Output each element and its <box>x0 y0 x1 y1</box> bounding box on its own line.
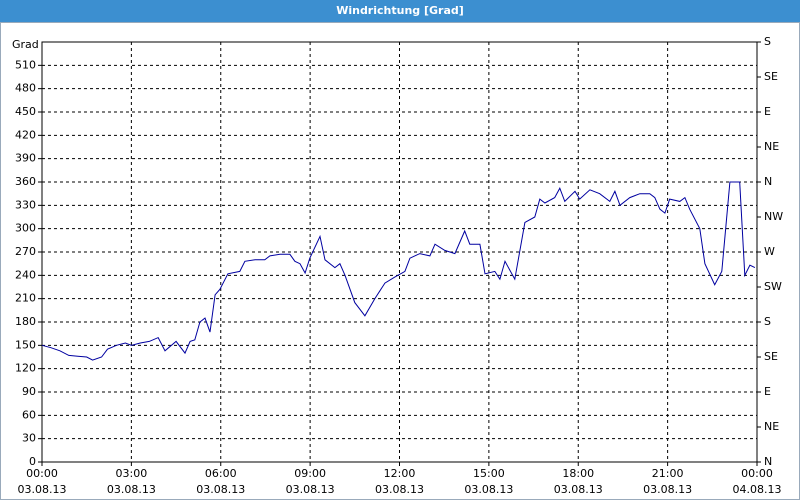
plot-frame <box>41 41 758 463</box>
y-tick-label: 480 <box>15 82 36 95</box>
y2-tick-label: NE <box>764 140 779 153</box>
x-tick-label: 09:00 <box>294 467 326 480</box>
y2-tick-label: N <box>764 455 772 468</box>
x-tick-label: 03.08.13 <box>107 483 156 496</box>
y-tick-label: 390 <box>15 152 36 165</box>
y2-tick-label: S <box>764 315 771 328</box>
y2-tick-label: W <box>764 245 775 258</box>
x-tick-label: 21:00 <box>652 467 684 480</box>
y2-tick-label: NW <box>764 210 783 223</box>
y2-tick-label: SE <box>764 70 778 83</box>
x-tick-label: 15:00 <box>473 467 505 480</box>
y-tick-label: 300 <box>15 222 36 235</box>
y-tick-label: 270 <box>15 245 36 258</box>
chart-title: Windrichtung [Grad] <box>336 4 464 17</box>
y-tick-label: 330 <box>15 198 36 211</box>
x-tick-label: 03.08.13 <box>286 483 335 496</box>
y2-tick-label: SW <box>764 280 782 293</box>
x-tick-label: 03.08.13 <box>464 483 513 496</box>
y-tick-label: 450 <box>15 105 36 118</box>
x-tick-label: 03.08.13 <box>554 483 603 496</box>
y-tick-label: 0 <box>29 455 36 468</box>
y-tick-label: 420 <box>15 128 36 141</box>
y2-tick-label: S <box>764 35 771 48</box>
x-tick-label: 04.08.13 <box>733 483 782 496</box>
y-tick-label: 210 <box>15 292 36 305</box>
y2-tick-label: NE <box>764 420 779 433</box>
y-tick-label: 60 <box>22 408 36 421</box>
x-tick-label: 03.08.13 <box>196 483 245 496</box>
data-line <box>41 181 756 361</box>
y-tick-label: 30 <box>22 432 36 445</box>
x-tick-label: 06:00 <box>205 467 237 480</box>
y-tick-label: 120 <box>15 362 36 375</box>
y2-tick-label: E <box>764 105 771 118</box>
y-tick-label: 360 <box>15 175 36 188</box>
y-axis-label: Grad <box>12 38 39 51</box>
x-tick-label: 12:00 <box>384 467 416 480</box>
x-tick-label: 00:00 <box>741 467 773 480</box>
y2-tick-label: N <box>764 175 772 188</box>
y-tick-label: 90 <box>22 385 36 398</box>
y-tick-label: 180 <box>15 315 36 328</box>
x-tick-label: 03.08.13 <box>375 483 424 496</box>
y-tick-label: 150 <box>15 338 36 351</box>
title-bar <box>0 0 800 22</box>
x-tick-label: 18:00 <box>562 467 594 480</box>
x-tick-label: 03:00 <box>116 467 148 480</box>
y2-tick-label: E <box>764 385 771 398</box>
y-tick-label: 510 <box>15 58 36 71</box>
y2-tick-label: SE <box>764 350 778 363</box>
x-tick-label: 03.08.13 <box>18 483 67 496</box>
x-tick-label: 00:00 <box>26 467 58 480</box>
y-tick-label: 240 <box>15 268 36 281</box>
x-tick-label: 03.08.13 <box>643 483 692 496</box>
